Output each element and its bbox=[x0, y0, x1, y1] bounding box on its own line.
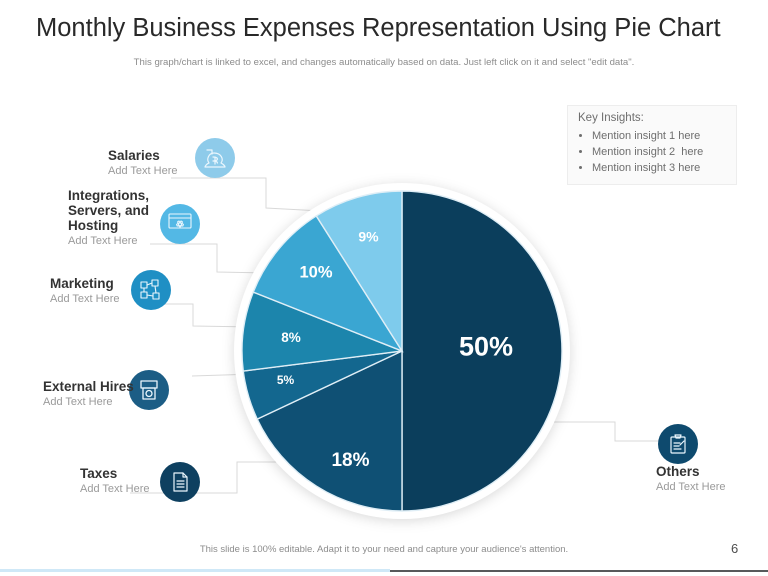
svg-text:9%: 9% bbox=[358, 228, 379, 244]
svg-text:8%: 8% bbox=[281, 330, 301, 345]
svg-text:10%: 10% bbox=[299, 264, 332, 282]
svg-text:5%: 5% bbox=[277, 373, 295, 387]
svg-text:50%: 50% bbox=[459, 332, 513, 362]
svg-text:18%: 18% bbox=[331, 450, 369, 471]
